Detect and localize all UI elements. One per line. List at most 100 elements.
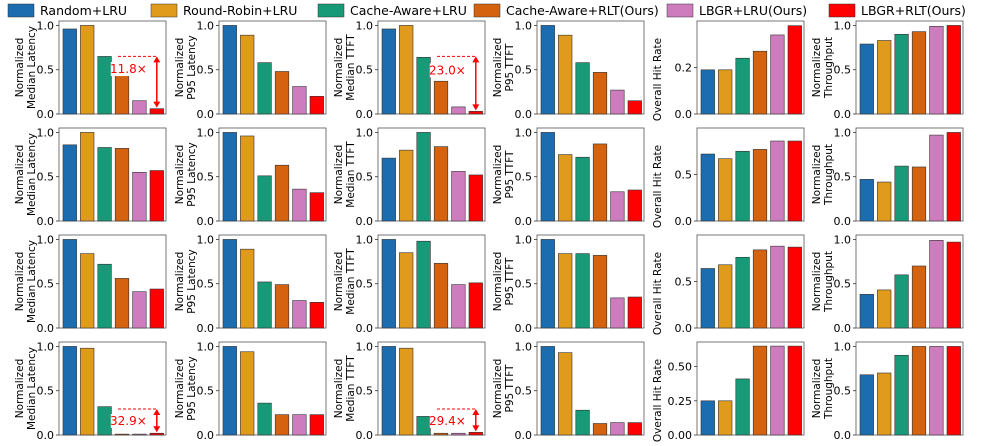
y-tick-label: 0.00 xyxy=(668,429,693,442)
y-axis-label-line: Normalized xyxy=(333,145,345,205)
y-axis-label: NormalizedP95 TTFT xyxy=(492,252,516,312)
axes-frame xyxy=(58,127,167,222)
bar-Round-Robin+LRU xyxy=(80,25,95,115)
bar-Cache-Aware+LRU xyxy=(257,175,272,222)
bar-Random+LRU xyxy=(700,153,715,222)
bar-Random+LRU xyxy=(381,28,396,115)
axes-frame xyxy=(218,20,327,115)
y-tick-label: 0.5 xyxy=(37,64,55,77)
bar-Round-Robin+LRU xyxy=(877,289,892,329)
legend: Random+LRU Round-Robin+LRU Cache-Aware+LRU… xyxy=(7,3,966,18)
panel-r2-c4: 0.0 0.5 1.0 NormalizedP95 TTFT xyxy=(492,126,645,228)
annotation-arrowhead-up xyxy=(153,56,161,63)
y-axis-label-line: P95 Latency xyxy=(186,356,198,421)
y-tick-label: 1.0 xyxy=(37,340,55,353)
panel-r3-c4: 0.0 0.5 1.0 NormalizedP95 TTFT xyxy=(492,233,645,335)
bar-Round-Robin+LRU xyxy=(399,347,414,436)
y-tick-label: 1.0 xyxy=(834,19,852,32)
annotation-bg xyxy=(110,414,149,428)
y-axis-label: NormalizedP95 Latency xyxy=(174,35,198,100)
bar-Round-Robin+LRU xyxy=(877,181,892,222)
bar-Round-Robin+LRU xyxy=(240,351,255,436)
bar-Cache-Aware+LRU xyxy=(735,257,750,329)
bar-Cache-Aware+LRU xyxy=(575,409,590,436)
y-tick-label: 0.0 xyxy=(37,108,55,121)
y-tick-label: 1.0 xyxy=(515,126,533,139)
y-tick-label: 1.0 xyxy=(515,340,533,353)
legend-label: Cache-Aware+RLT(Ours) xyxy=(506,3,659,18)
bar-LBGR+LRU(Ours) xyxy=(132,171,147,222)
y-tick-label: 0.0 xyxy=(515,429,533,442)
bar-Random+LRU xyxy=(62,28,77,115)
y-tick-label: 0.0 xyxy=(356,215,374,228)
y-tick-label: 1.0 xyxy=(515,233,533,246)
panel-r1-c4: 0.0 0.5 1.0 NormalizedP95 TTFT xyxy=(492,19,645,121)
y-axis-label-line: P95 TTFT xyxy=(504,257,516,306)
y-tick-label: 0.5 xyxy=(515,171,533,184)
panel-r1-c6: 0.0 0.5 1.0 NormalizedThroughput xyxy=(811,19,964,121)
bar-LBGR+LRU(Ours) xyxy=(770,140,785,222)
y-axis-label-line: Normalized xyxy=(174,252,186,312)
y-axis-label: NormalizedThroughput xyxy=(811,358,835,420)
legend-swatch xyxy=(828,3,856,18)
y-tick-label: 0.5 xyxy=(356,278,374,291)
y-tick-label: 0.5 xyxy=(515,278,533,291)
y-tick-label: 0.5 xyxy=(834,171,852,184)
y-tick-label: 0.0 xyxy=(356,108,374,121)
y-tick-label: 0.2 xyxy=(675,62,693,75)
y-axis-label: Overall Hit Rate xyxy=(652,252,664,335)
y-axis-label: NormalizedP95 Latency xyxy=(174,142,198,207)
y-tick-label: 0.25 xyxy=(668,395,693,408)
bar-Round-Robin+LRU xyxy=(718,400,733,436)
y-tick-label: 0.0 xyxy=(515,108,533,121)
y-tick-label: 0.0 xyxy=(37,429,55,442)
y-tick-label: 0.0 xyxy=(356,322,374,335)
y-axis-label-line: Normalized xyxy=(492,252,504,312)
annotation-arrowhead-down xyxy=(153,101,161,108)
annotation-bg xyxy=(429,414,468,428)
y-tick-label: 1.0 xyxy=(834,233,852,246)
bar-Cache-Aware+RLT(Ours) xyxy=(433,80,449,115)
bar-Random+LRU xyxy=(859,374,874,436)
bar-LBGR+LRU(Ours) xyxy=(929,26,944,115)
y-tick-label: 1.0 xyxy=(356,19,374,32)
y-axis-label-line: Normalized xyxy=(14,38,26,98)
y-axis-label: NormalizedMedian Latency xyxy=(14,133,38,216)
bar-LBGR+RLT(Ours) xyxy=(309,95,324,115)
bar-Random+LRU xyxy=(381,157,396,222)
bar-Cache-Aware+LRU xyxy=(575,253,590,329)
bar-Round-Robin+LRU xyxy=(558,352,573,436)
y-axis-label: NormalizedMedian TTFT xyxy=(333,248,357,315)
bar-LBGR+RLT(Ours) xyxy=(309,414,324,436)
axes-frame xyxy=(536,234,645,329)
axes-frame xyxy=(377,341,486,436)
bar-Round-Robin+LRU xyxy=(399,149,414,222)
bar-Round-Robin+LRU xyxy=(240,135,255,222)
bar-Cache-Aware+LRU xyxy=(257,281,272,329)
axes-frame xyxy=(855,341,964,436)
y-tick-label: 0.50 xyxy=(668,361,693,374)
y-tick-label: 0.5 xyxy=(834,64,852,77)
y-axis-label: NormalizedThroughput xyxy=(811,144,835,206)
bar-Cache-Aware+LRU xyxy=(735,150,750,222)
y-axis-label-line: Throughput xyxy=(823,358,835,420)
y-axis-label-line: Normalized xyxy=(492,38,504,98)
annotation-arrowhead-up xyxy=(153,409,161,415)
bar-Cache-Aware+RLT(Ours) xyxy=(911,346,927,436)
bar-LBGR+RLT(Ours) xyxy=(946,241,961,329)
y-axis-label: NormalizedP95 TTFT xyxy=(492,359,516,419)
legend-swatch xyxy=(317,3,345,18)
bar-LBGR+RLT(Ours) xyxy=(468,111,483,115)
y-axis-label-line: Normalized xyxy=(14,252,26,312)
y-axis-label-line: Median Latency xyxy=(26,240,38,323)
bar-LBGR+LRU(Ours) xyxy=(132,433,147,436)
y-axis-label: NormalizedP95 Latency xyxy=(174,356,198,421)
axes-frame xyxy=(377,127,486,222)
y-axis-label: NormalizedMedian Latency xyxy=(14,347,38,430)
y-tick-label: 0.0 xyxy=(675,322,693,335)
bar-Round-Robin+LRU xyxy=(877,40,892,115)
bar-LBGR+LRU(Ours) xyxy=(451,432,466,436)
bar-Cache-Aware+RLT(Ours) xyxy=(274,414,290,436)
